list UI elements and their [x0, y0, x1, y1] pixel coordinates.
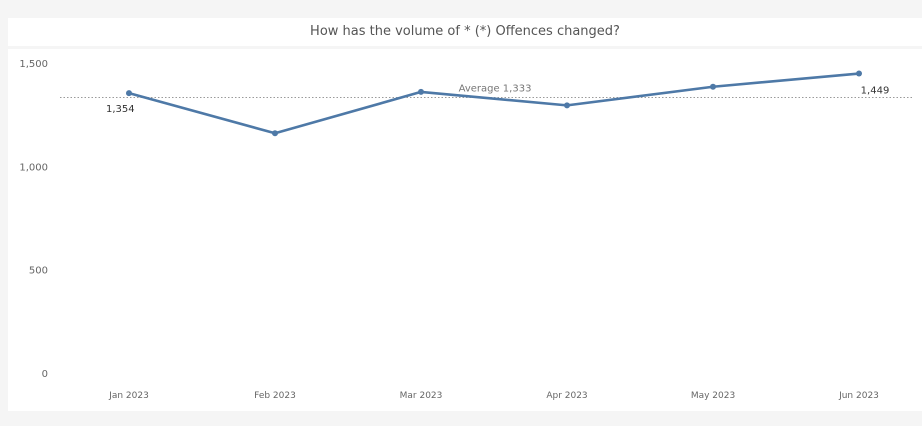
chart-title: How has the volume of * (*) Offences cha…: [8, 18, 922, 46]
y-tick-label: 500: [29, 266, 48, 277]
x-tick-label: May 2023: [691, 391, 735, 401]
data-point: [272, 130, 278, 137]
series-line: [127, 72, 861, 135]
data-point: [418, 88, 424, 95]
average-reference-label: Average 1,333: [459, 84, 532, 95]
y-tick-label: 0: [42, 369, 48, 380]
y-tick-label: 1,500: [19, 59, 48, 70]
data-point: [856, 70, 862, 77]
data-point: [126, 90, 132, 97]
data-label: 1,449: [861, 86, 890, 97]
data-point: [564, 102, 570, 109]
chart-panel: [8, 49, 922, 411]
x-tick-label: Jun 2023: [838, 391, 879, 401]
data-point: [710, 83, 716, 90]
x-tick-label: Mar 2023: [400, 391, 443, 401]
data-label: 1,354: [106, 104, 135, 115]
x-tick-label: Feb 2023: [254, 391, 296, 401]
x-tick-label: Jan 2023: [108, 391, 149, 401]
y-tick-label: 1,000: [19, 162, 48, 173]
x-tick-label: Apr 2023: [546, 391, 587, 401]
